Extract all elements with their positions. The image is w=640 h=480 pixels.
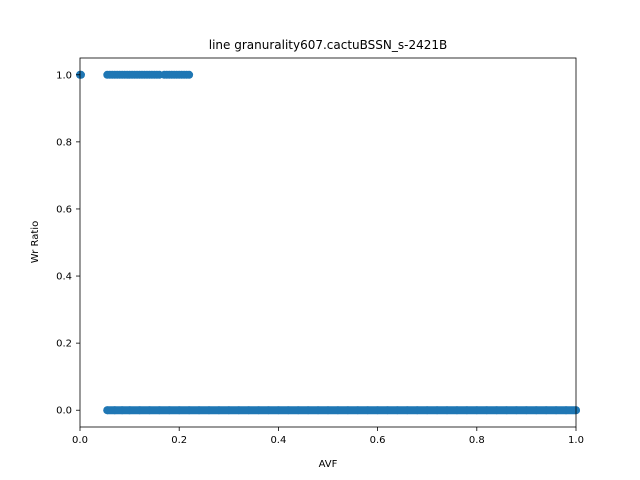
y-axis-ticks: 0.0 0.2 0.4 0.6 0.8 1.0 <box>56 70 80 417</box>
data-point <box>185 70 194 79</box>
data-point <box>76 70 85 79</box>
y-tick-label: 1.0 <box>56 70 72 81</box>
x-axis-ticks: 0.0 0.2 0.4 0.6 0.8 1.0 <box>72 427 584 446</box>
y-tick-label: 0.4 <box>56 272 72 283</box>
x-tick-label: 0.6 <box>370 435 386 446</box>
x-axis-label: AVF <box>319 459 338 470</box>
x-tick-label: 0.8 <box>469 435 485 446</box>
y-tick-label: 0.6 <box>56 204 72 215</box>
y-axis-label: Wr Ratio <box>30 221 41 263</box>
x-tick-label: 0.0 <box>72 435 88 446</box>
y-tick-label: 0.0 <box>56 406 72 417</box>
x-tick-label: 0.2 <box>171 435 187 446</box>
x-tick-label: 0.4 <box>270 435 286 446</box>
x-tick-label: 1.0 <box>568 435 584 446</box>
plot-frame <box>79 57 577 428</box>
data-points <box>76 70 580 415</box>
chart-title: line granurality607.cactuBSSN_s-2421B <box>209 38 448 52</box>
y-tick-label: 0.8 <box>56 137 72 148</box>
y-tick-label: 0.2 <box>56 339 72 350</box>
